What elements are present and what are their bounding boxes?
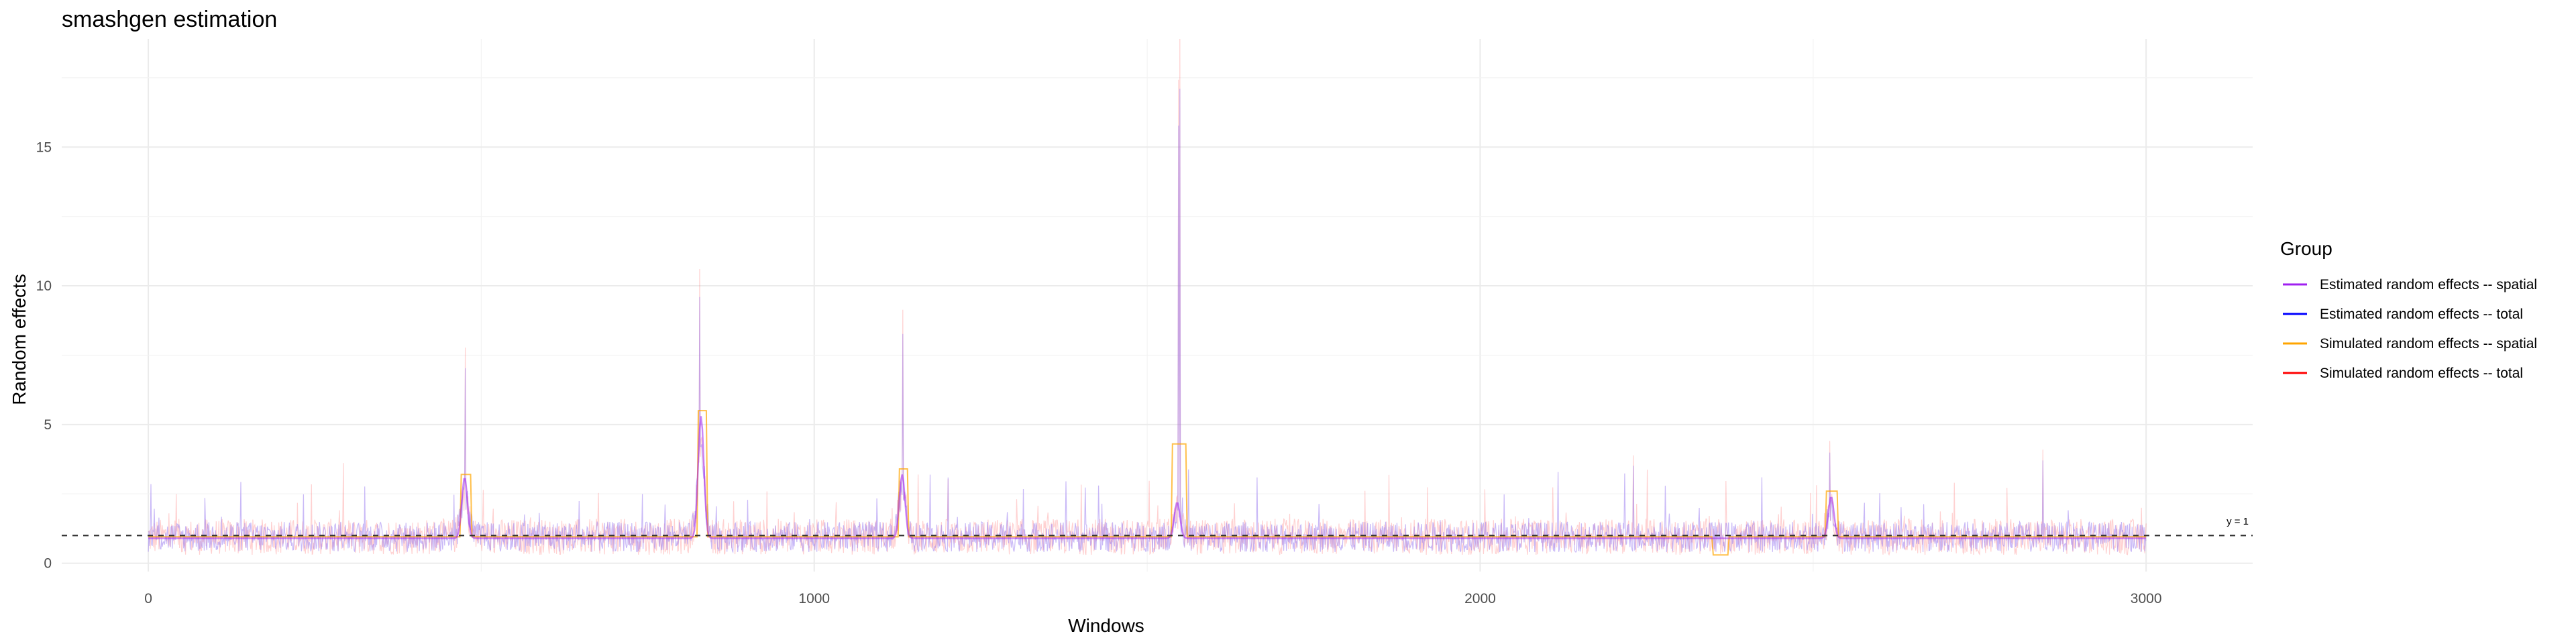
axes: 0 1000 2000 3000 0 5 10 15 bbox=[36, 140, 2162, 606]
x-tick-label: 0 bbox=[144, 591, 152, 606]
series-line-estimated-spatial bbox=[148, 416, 2147, 539]
legend-label-estimated-random-effects-total: Estimated random effects -- total bbox=[2320, 307, 2523, 322]
series-lines bbox=[148, 38, 2147, 556]
legend-label-estimated-random-effects-spatial: Estimated random effects -- spatial bbox=[2320, 277, 2537, 292]
legend-title: Group bbox=[2280, 238, 2332, 259]
y-tick-label: 0 bbox=[44, 556, 52, 572]
y-tick-label: 10 bbox=[36, 278, 52, 294]
series-line-simulated-spatial bbox=[148, 410, 2147, 556]
legend-label-simulated-random-effects-spatial: Simulated random effects -- spatial bbox=[2320, 336, 2537, 352]
reference-line-label: y = 1 bbox=[2226, 516, 2249, 527]
grid bbox=[62, 39, 2253, 572]
y-axis-title: Random effects bbox=[9, 274, 30, 405]
y-tick-label: 15 bbox=[36, 140, 52, 155]
x-tick-label: 1000 bbox=[798, 591, 830, 606]
reference-line: y = 1 bbox=[62, 516, 2253, 537]
x-axis-title: Windows bbox=[1068, 615, 1144, 636]
x-tick-label: 3000 bbox=[2131, 591, 2162, 606]
x-tick-label: 2000 bbox=[1464, 591, 1496, 606]
legend-label-simulated-random-effects-total: Simulated random effects -- total bbox=[2320, 366, 2523, 381]
legend: Group Estimated random effects -- spatia… bbox=[2280, 238, 2537, 381]
chart-title: smashgen estimation bbox=[62, 7, 277, 32]
y-tick-label: 5 bbox=[44, 417, 52, 433]
